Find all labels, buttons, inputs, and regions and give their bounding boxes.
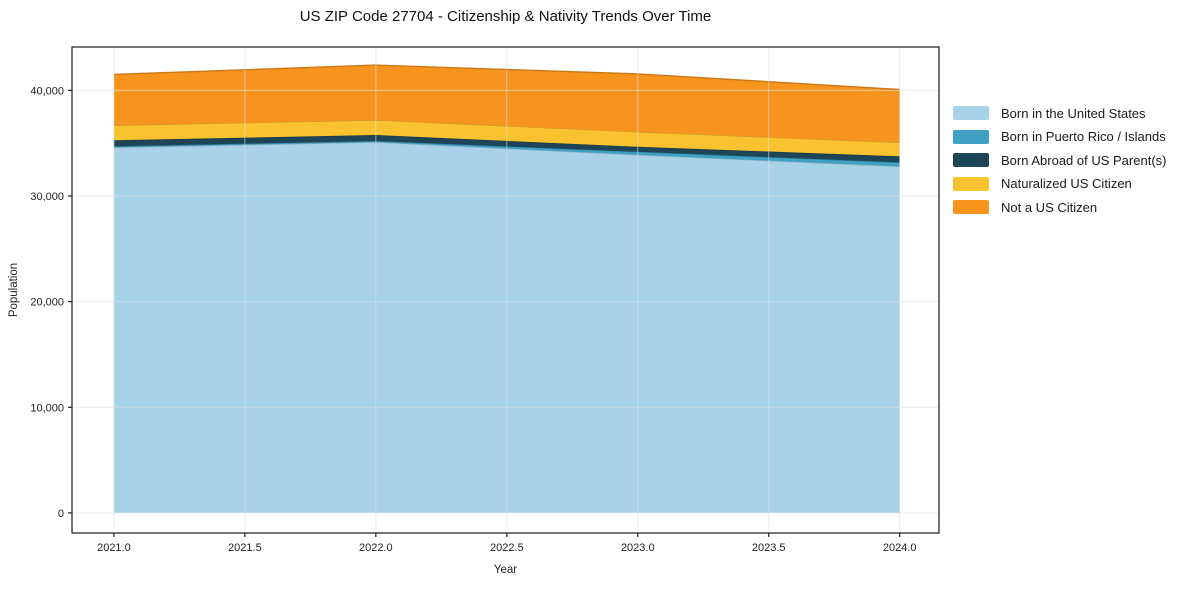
area-band-2 <box>113 135 900 163</box>
y-tick-label: 40,000 <box>30 85 64 97</box>
plot-border <box>71 46 940 534</box>
y-tick-label: 20,000 <box>30 297 64 309</box>
legend-label: Naturalized US Citizen <box>1001 176 1132 191</box>
x-tick-label: 2023.5 <box>752 542 786 554</box>
legend-swatch <box>953 176 989 191</box>
x-tick-label: 2021.5 <box>228 542 262 554</box>
legend-label: Born in Puerto Rico / Islands <box>1001 129 1166 144</box>
y-axis-label: Population <box>8 262 20 318</box>
x-tick-label: 2022.0 <box>359 542 393 554</box>
legend-swatch <box>953 106 989 120</box>
y-tick-label: 30,000 <box>30 191 64 203</box>
x-tick-label: 2022.5 <box>490 542 524 554</box>
legend-swatch <box>953 200 989 214</box>
legend-label: Born in the United States <box>1001 105 1146 121</box>
y-tick-label: 0 <box>58 508 64 520</box>
legend-row: Born in the United States <box>953 105 1166 121</box>
legend-row: Born in Puerto Rico / Islands <box>953 129 1166 144</box>
legend-swatch <box>953 153 989 167</box>
legend-row: Naturalized US Citizen <box>953 176 1166 191</box>
y-tick-label: 10,000 <box>30 402 64 414</box>
legend-label: Born Abroad of US Parent(s) <box>1001 152 1167 168</box>
legend-swatch <box>953 129 989 144</box>
x-tick-label: 2024.0 <box>883 542 917 554</box>
x-axis-label: Year <box>493 564 518 576</box>
legend-row: Not a US Citizen <box>953 199 1166 215</box>
chart-title: US ZIP Code 27704 - Citizenship & Nativi… <box>299 8 712 25</box>
legend-row: Born Abroad of US Parent(s) <box>953 152 1167 168</box>
legend-label: Not a US Citizen <box>1001 199 1098 215</box>
legend: Born in the United States Born in Puerto … <box>953 106 1166 224</box>
x-tick-label: 2021.0 <box>97 542 131 554</box>
x-tick-label: 2023.0 <box>621 542 655 554</box>
